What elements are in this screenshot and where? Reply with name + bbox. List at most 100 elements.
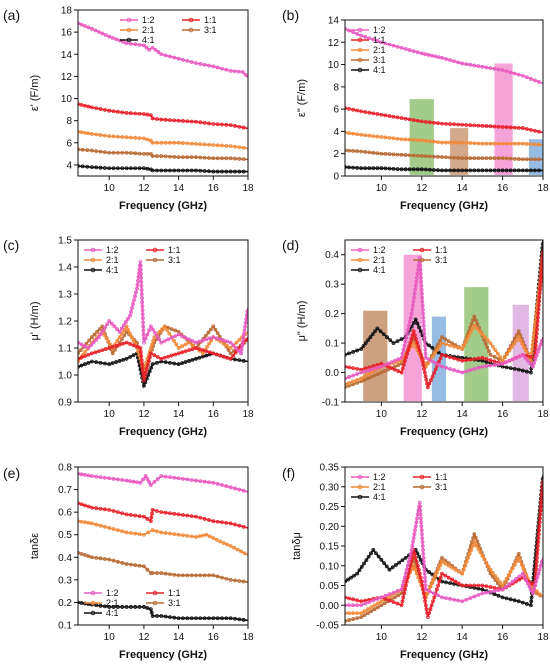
highlight-band bbox=[363, 310, 388, 401]
data-point bbox=[508, 569, 513, 574]
data-point bbox=[211, 64, 216, 69]
data-point bbox=[385, 335, 389, 340]
data-point bbox=[89, 505, 94, 510]
data-point bbox=[233, 144, 237, 149]
data-point bbox=[198, 120, 203, 125]
y-tick-label: 0.3 bbox=[58, 575, 72, 586]
data-point bbox=[131, 353, 136, 358]
data-point bbox=[387, 166, 392, 171]
data-point bbox=[403, 571, 408, 576]
data-point bbox=[98, 149, 103, 154]
data-point bbox=[536, 303, 541, 308]
data-point bbox=[124, 478, 129, 483]
data-point bbox=[159, 140, 164, 145]
data-point bbox=[414, 559, 419, 564]
data-point bbox=[78, 501, 80, 506]
data-point bbox=[387, 592, 392, 597]
data-point bbox=[241, 618, 246, 622]
y-tick-label: 4 bbox=[333, 127, 339, 138]
axes-frame bbox=[344, 19, 544, 177]
data-point bbox=[155, 529, 159, 534]
data-point bbox=[426, 361, 431, 366]
data-point bbox=[417, 348, 422, 353]
data-point bbox=[496, 588, 501, 593]
data-point bbox=[537, 129, 541, 134]
legend-marker bbox=[126, 37, 132, 43]
data-point bbox=[351, 603, 355, 608]
data-point bbox=[456, 122, 461, 127]
data-point bbox=[347, 351, 351, 356]
data-point bbox=[524, 142, 529, 146]
data-point bbox=[149, 365, 154, 370]
data-point bbox=[488, 585, 493, 589]
data-point bbox=[411, 329, 416, 334]
data-point bbox=[79, 102, 84, 107]
data-point bbox=[243, 324, 248, 329]
data-point bbox=[477, 329, 482, 334]
data-point bbox=[403, 137, 408, 142]
data-point bbox=[93, 350, 98, 355]
data-point bbox=[413, 567, 418, 572]
data-point bbox=[203, 333, 208, 338]
data-point bbox=[351, 373, 355, 378]
data-point bbox=[372, 373, 377, 378]
legend-marker bbox=[357, 257, 363, 263]
data-point bbox=[147, 369, 152, 374]
y-tick-label: 0.15 bbox=[320, 542, 340, 553]
data-point bbox=[430, 374, 435, 379]
data-point bbox=[120, 135, 125, 139]
legend-label: 1:1 bbox=[168, 245, 181, 255]
data-point bbox=[419, 51, 424, 56]
data-point bbox=[383, 135, 388, 140]
data-point bbox=[538, 287, 542, 292]
data-point bbox=[421, 552, 426, 556]
data-point bbox=[121, 323, 126, 328]
data-point bbox=[484, 584, 489, 589]
data-point bbox=[417, 571, 422, 576]
data-point bbox=[440, 155, 444, 159]
data-point bbox=[512, 156, 517, 161]
data-point bbox=[460, 122, 465, 127]
data-point bbox=[139, 354, 144, 359]
data-point bbox=[114, 360, 119, 364]
data-point bbox=[389, 360, 394, 365]
data-point bbox=[376, 605, 380, 610]
data-point bbox=[420, 299, 425, 304]
data-point bbox=[520, 571, 525, 576]
data-point bbox=[401, 595, 406, 600]
data-point bbox=[427, 139, 432, 144]
data-point bbox=[145, 151, 150, 156]
data-point bbox=[383, 593, 388, 598]
legend-marker bbox=[90, 590, 96, 596]
data-point bbox=[207, 63, 211, 68]
data-point bbox=[79, 552, 84, 556]
data-point bbox=[408, 563, 413, 568]
data-point bbox=[391, 136, 396, 141]
data-point bbox=[468, 168, 473, 173]
data-point bbox=[379, 557, 384, 562]
data-point bbox=[359, 615, 364, 619]
data-point bbox=[443, 573, 448, 578]
data-point bbox=[536, 311, 541, 316]
data-point bbox=[198, 515, 203, 520]
data-point bbox=[351, 149, 355, 153]
data-point bbox=[228, 616, 233, 621]
data-point bbox=[194, 535, 198, 539]
data-point bbox=[83, 472, 87, 477]
data-point bbox=[156, 50, 161, 54]
data-point bbox=[146, 530, 151, 535]
data-point bbox=[162, 339, 167, 343]
data-point bbox=[355, 571, 360, 576]
data-point bbox=[86, 504, 91, 509]
data-point bbox=[399, 45, 404, 50]
data-point bbox=[189, 155, 194, 160]
series-line-2-1 bbox=[78, 520, 248, 556]
data-point bbox=[224, 122, 229, 127]
data-point bbox=[181, 476, 185, 481]
data-point bbox=[419, 275, 423, 280]
data-point bbox=[155, 117, 159, 121]
data-point bbox=[485, 345, 490, 350]
data-point bbox=[416, 267, 420, 272]
y-tick-label: 0.8 bbox=[58, 463, 72, 474]
data-point bbox=[404, 335, 409, 340]
